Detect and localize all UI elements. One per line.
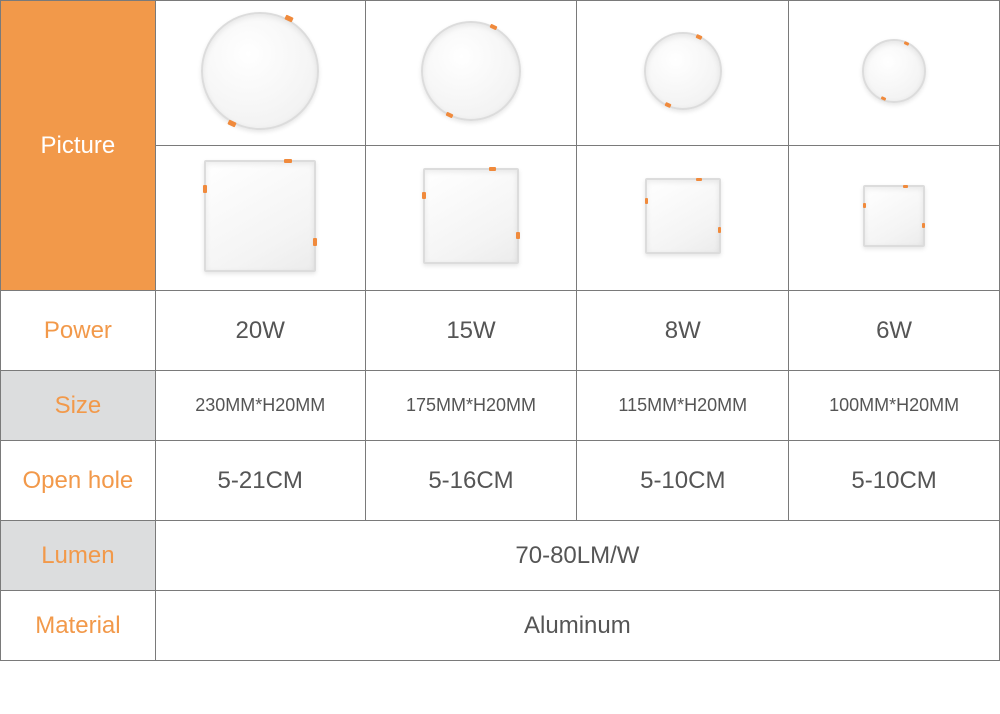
size-0: 230MM*H20MM [155, 371, 365, 441]
row-size: Size 230MM*H20MM 175MM*H20MM 115MM*H20MM… [1, 371, 1000, 441]
row-open-hole: Open hole 5-21CM 5-16CM 5-10CM 5-10CM [1, 441, 1000, 521]
pic-square-1 [365, 146, 577, 291]
hdr-power-label: Power [44, 317, 112, 344]
hdr-open-hole: Open hole [1, 441, 156, 521]
hdr-size-label: Size [55, 392, 102, 419]
hdr-material: Material [1, 591, 156, 661]
hdr-picture-label: Picture [41, 132, 116, 159]
material-value: Aluminum [155, 591, 999, 661]
pic-round-3 [789, 1, 1000, 146]
row-power: Power 20W 15W 8W 6W [1, 291, 1000, 371]
power-3: 6W [789, 291, 1000, 371]
size-3: 100MM*H20MM [789, 371, 1000, 441]
lumen-value: 70-80LM/W [155, 521, 999, 591]
hole-2: 5-10CM [577, 441, 789, 521]
pic-round-0 [155, 1, 365, 146]
power-2: 8W [577, 291, 789, 371]
hole-1: 5-16CM [365, 441, 577, 521]
hdr-power: Power [1, 291, 156, 371]
hdr-lumen: Lumen [1, 521, 156, 591]
hdr-open-hole-label: Open hole [23, 467, 134, 494]
pic-square-3 [789, 146, 1000, 291]
size-2: 115MM*H20MM [577, 371, 789, 441]
pic-square-0 [155, 146, 365, 291]
hdr-size: Size [1, 371, 156, 441]
hole-0: 5-21CM [155, 441, 365, 521]
pic-round-2 [577, 1, 789, 146]
row-material: Material Aluminum [1, 591, 1000, 661]
hdr-picture: Picture [1, 1, 156, 291]
size-1: 175MM*H20MM [365, 371, 577, 441]
row-picture-round: Picture [1, 1, 1000, 146]
pic-round-1 [365, 1, 577, 146]
hdr-material-label: Material [35, 612, 120, 639]
power-1: 15W [365, 291, 577, 371]
row-lumen: Lumen 70-80LM/W [1, 521, 1000, 591]
spec-table: Picture [0, 0, 1000, 661]
hdr-lumen-label: Lumen [41, 542, 114, 569]
power-0: 20W [155, 291, 365, 371]
pic-square-2 [577, 146, 789, 291]
hole-3: 5-10CM [789, 441, 1000, 521]
